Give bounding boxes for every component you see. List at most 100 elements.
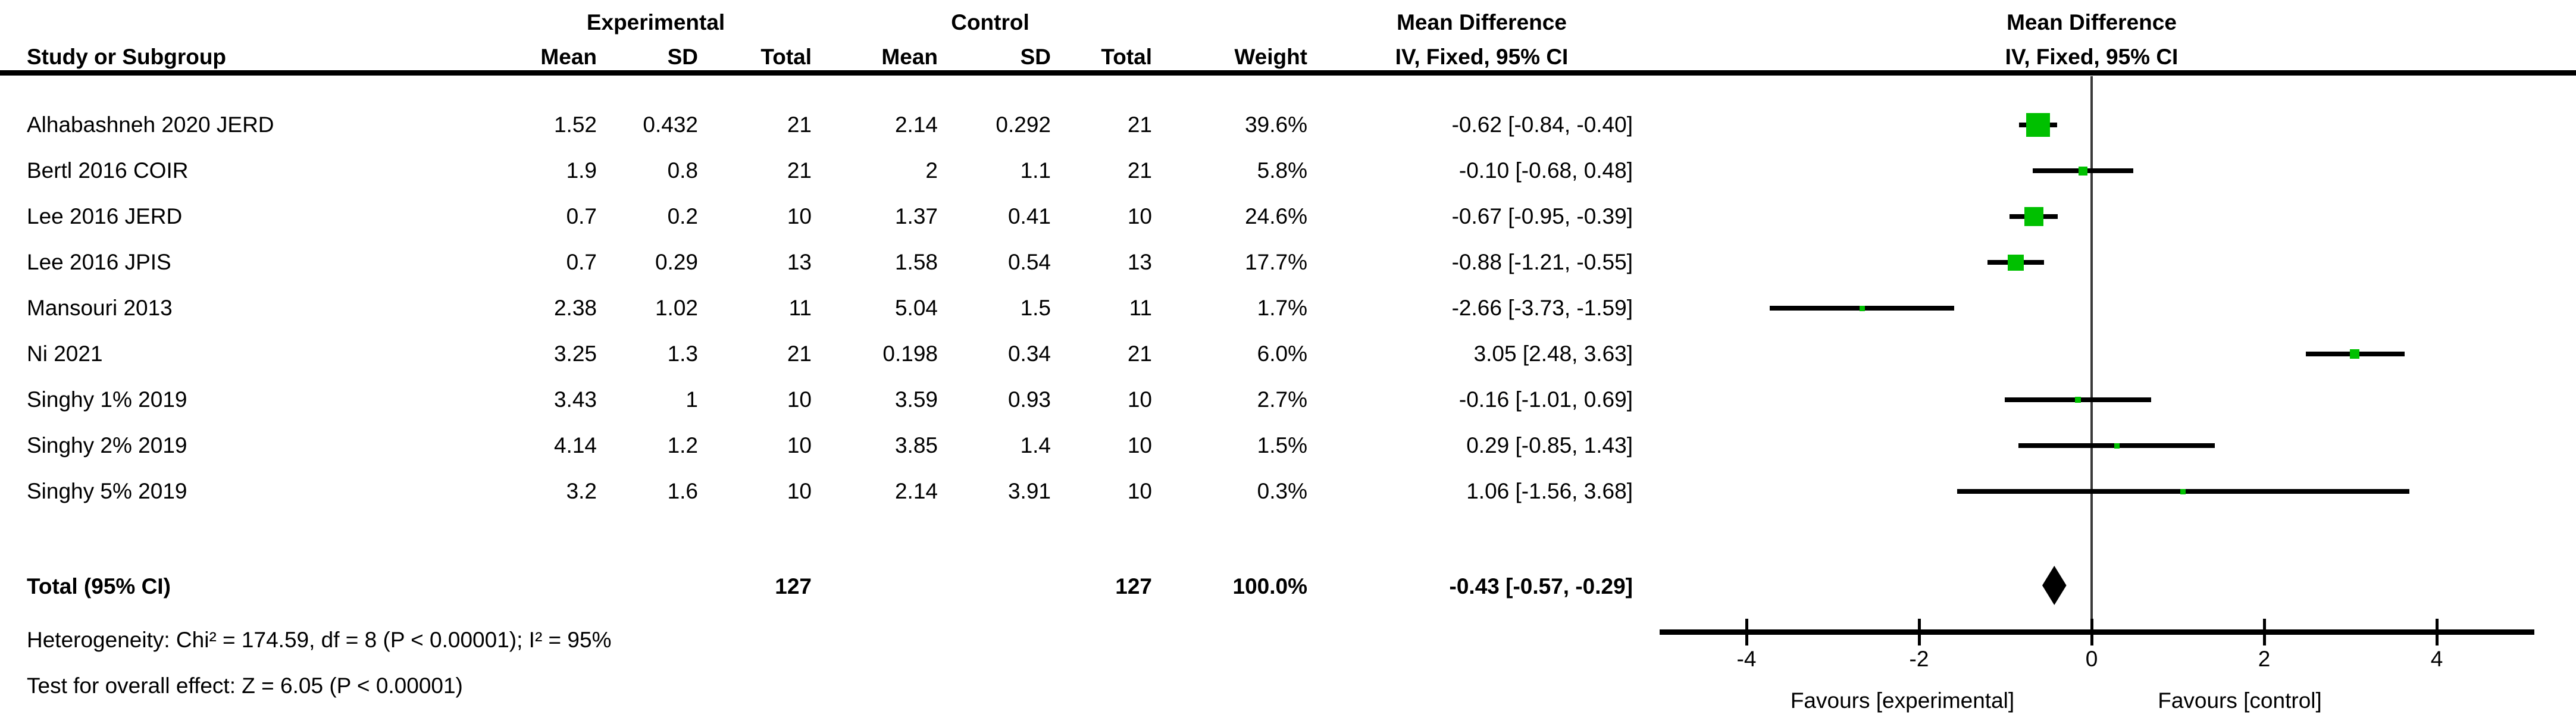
study-name: Lee 2016 JERD (27, 204, 183, 228)
effect-square (2079, 166, 2087, 176)
cell-total_c: 10 (1127, 433, 1152, 457)
cell-sd_e: 1.3 (667, 341, 698, 366)
cell-sd_e: 0.8 (667, 158, 698, 183)
cell-total_c: 21 (1127, 112, 1152, 137)
md-text-column-header-line1: Mean Difference (1397, 10, 1567, 35)
cell-mean_c: 3.85 (894, 433, 938, 457)
cell-ci_label: -0.67 [-0.95, -0.39] (1451, 204, 1633, 228)
cell-total_e: 21 (787, 112, 812, 137)
total-row-weight: 100.0% (1232, 574, 1308, 598)
cell-total_e: 10 (787, 433, 812, 457)
cell-ci_label: -0.62 [-0.84, -0.40] (1451, 112, 1633, 137)
cell-weight: 24.6% (1245, 204, 1307, 228)
study-name: Singhy 1% 2019 (27, 387, 187, 412)
cell-total_e: 21 (787, 341, 812, 366)
cell-mean_e: 1.52 (553, 112, 597, 137)
axis-tick-label: 2 (2258, 647, 2271, 671)
group-header-control: Control (951, 10, 1029, 35)
total-row-label: Total (95% CI) (27, 574, 171, 598)
favours-control-label: Favours [control] (2158, 688, 2322, 713)
study-name: Mansouri 2013 (27, 296, 173, 320)
column-header-study: Study or Subgroup (27, 45, 227, 69)
axis-tick (2263, 619, 2266, 645)
cell-mean_e: 1.9 (566, 158, 597, 183)
cell-sd_c: 0.93 (1007, 387, 1051, 412)
effect-square (2074, 397, 2081, 403)
cell-weight: 1.5% (1257, 433, 1307, 457)
cell-sd_e: 0.432 (643, 112, 698, 137)
column-header-total-exp: Total (760, 45, 812, 69)
cell-weight: 39.6% (1245, 112, 1307, 137)
axis-tick (1918, 619, 1921, 645)
cell-sd_c: 0.292 (996, 112, 1051, 137)
axis-tick-label: 0 (2085, 647, 2098, 671)
cell-total_c: 21 (1127, 341, 1152, 366)
cell-total_e: 21 (787, 158, 812, 183)
cell-ci_label: -0.88 [-1.21, -0.55] (1451, 250, 1633, 274)
cell-ci_label: 1.06 [-1.56, 3.68] (1466, 479, 1633, 503)
cell-sd_c: 3.91 (1007, 479, 1051, 503)
cell-mean_c: 1.58 (894, 250, 938, 274)
cell-sd_e: 1.02 (655, 296, 698, 320)
cell-mean_e: 3.43 (553, 387, 597, 412)
cell-sd_c: 1.1 (1020, 158, 1051, 183)
overall-effect-text: Test for overall effect: Z = 6.05 (P < 0… (27, 673, 463, 698)
cell-mean_e: 2.38 (553, 296, 597, 320)
column-header-mean-ctl: Mean (881, 45, 938, 69)
cell-mean_e: 3.2 (566, 479, 597, 503)
cell-total_c: 10 (1127, 387, 1152, 412)
cell-weight: 5.8% (1257, 158, 1307, 183)
cell-ci_label: 3.05 [2.48, 3.63] (1473, 341, 1633, 366)
cell-sd_e: 1.2 (667, 433, 698, 457)
cell-mean_c: 1.37 (894, 204, 938, 228)
effect-square (1859, 305, 1865, 311)
cell-total_e: 10 (787, 479, 812, 503)
favours-experimental-label: Favours [experimental] (1790, 688, 2015, 713)
cell-sd_c: 1.5 (1020, 296, 1051, 320)
cell-sd_c: 0.54 (1007, 250, 1051, 274)
cell-sd_e: 0.29 (655, 250, 698, 274)
cell-ci_label: -0.10 [-0.68, 0.48] (1458, 158, 1633, 183)
cell-weight: 0.3% (1257, 479, 1307, 503)
effect-square (2026, 113, 2051, 137)
effect-square (2114, 443, 2120, 449)
cell-total_e: 10 (787, 387, 812, 412)
column-header-sd-ctl: SD (1020, 45, 1051, 69)
heterogeneity-text: Heterogeneity: Chi² = 174.59, df = 8 (P … (27, 628, 612, 652)
study-name: Bertl 2016 COIR (27, 158, 189, 183)
column-header-weight: Weight (1234, 45, 1307, 69)
cell-sd_c: 0.41 (1007, 204, 1051, 228)
effect-square (2024, 207, 2043, 226)
cell-total_c: 13 (1127, 250, 1152, 274)
cell-ci_label: -2.66 [-3.73, -1.59] (1451, 296, 1633, 320)
axis-tick (1745, 619, 1748, 645)
cell-sd_e: 1.6 (667, 479, 698, 503)
effect-square (2350, 349, 2360, 359)
study-name: Alhabashneh 2020 JERD (27, 112, 274, 137)
cell-mean_c: 2 (925, 158, 938, 183)
group-header-experimental: Experimental (586, 10, 725, 35)
cell-weight: 6.0% (1257, 341, 1307, 366)
cell-ci_label: 0.29 [-0.85, 1.43] (1466, 433, 1633, 457)
cell-sd_e: 0.2 (667, 204, 698, 228)
x-axis (1660, 629, 2534, 635)
cell-total_e: 10 (787, 204, 812, 228)
cell-mean_c: 3.59 (894, 387, 938, 412)
axis-tick-label: -4 (1736, 647, 1757, 671)
header-rule (0, 70, 2576, 76)
axis-tick (2090, 619, 2093, 645)
cell-mean_c: 2.14 (894, 112, 938, 137)
cell-sd_e: 1 (686, 387, 698, 412)
column-header-sd-exp: SD (667, 45, 698, 69)
cell-ci_label: -0.16 [-1.01, 0.69] (1458, 387, 1633, 412)
cell-mean_e: 3.25 (553, 341, 597, 366)
axis-tick-label: 4 (2430, 647, 2443, 671)
cell-total_e: 13 (787, 250, 812, 274)
study-name: Singhy 5% 2019 (27, 479, 187, 503)
effect-square (2180, 488, 2186, 494)
zero-line (2090, 76, 2093, 629)
total-row-total-exp: 127 (775, 574, 812, 598)
cell-mean_e: 0.7 (566, 250, 597, 274)
study-name: Ni 2021 (27, 341, 103, 366)
